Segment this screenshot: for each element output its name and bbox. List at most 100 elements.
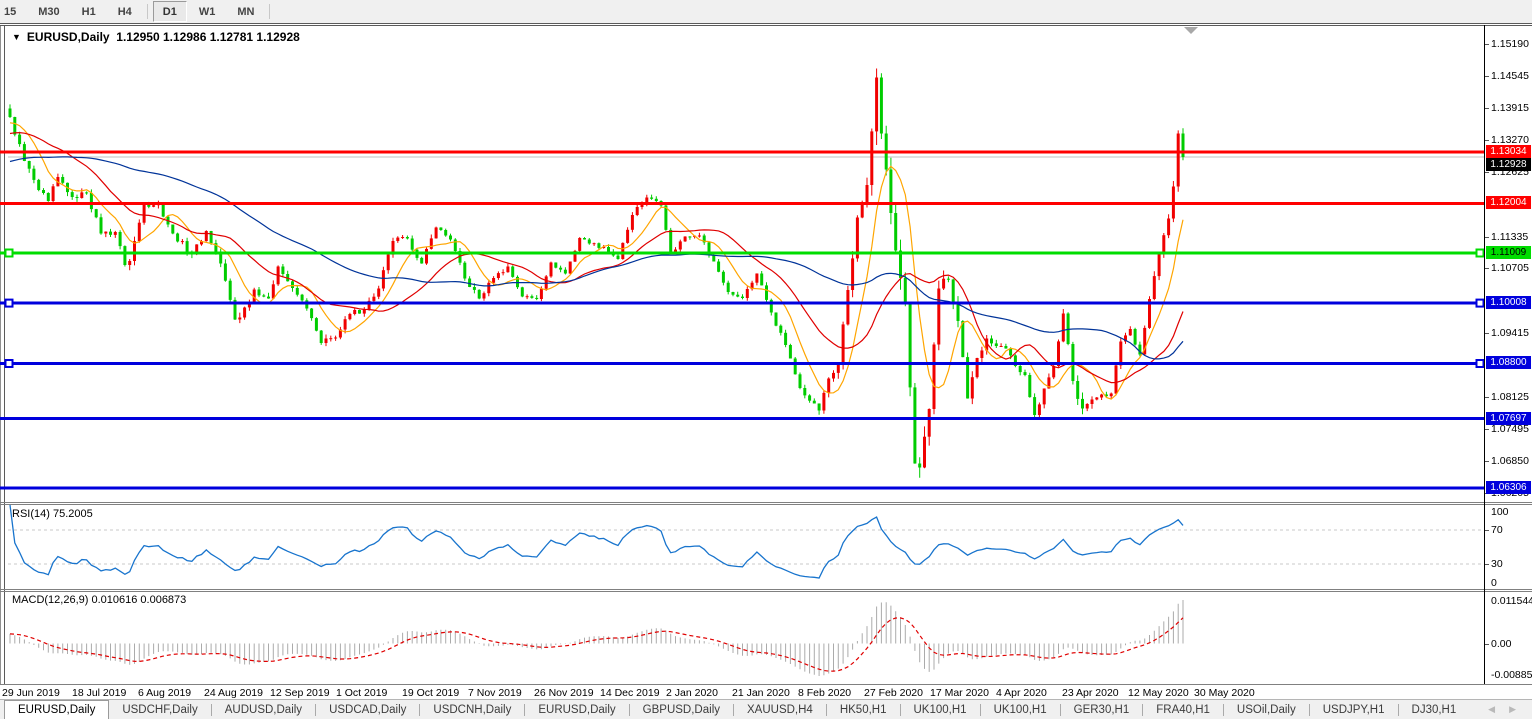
- hline-handle[interactable]: [1475, 359, 1485, 368]
- timeframe-button-d1[interactable]: D1: [152, 1, 187, 22]
- chart-tab-usdjpy-h1[interactable]: USDJPY,H1: [1322, 703, 1385, 716]
- x-axis-date-label: 29 Jun 2019: [2, 687, 60, 699]
- x-axis-date-label: 24 Aug 2019: [204, 687, 263, 699]
- x-axis-date-label: 1 Oct 2019: [336, 687, 388, 699]
- price-tick-label: 1.14545: [1491, 70, 1529, 82]
- x-axis-date-label: 4 Apr 2020: [996, 687, 1047, 699]
- chart-tab-xauusd-h4[interactable]: XAUUSD,H4: [747, 703, 813, 716]
- chart-tab-fra40-h1[interactable]: FRA40,H1: [1156, 703, 1210, 716]
- tab-separator: [628, 703, 630, 716]
- tab-separator: [825, 703, 827, 716]
- toolbar-separator: [269, 4, 271, 19]
- tab-separator: [1059, 703, 1061, 716]
- tab-separator: [1397, 703, 1399, 716]
- x-axis-date-label: 7 Nov 2019: [468, 687, 522, 699]
- x-axis-date-label: 18 Jul 2019: [72, 687, 127, 699]
- price-level-badge: 1.11009: [1486, 246, 1531, 259]
- x-axis-date-label: 17 Mar 2020: [930, 687, 989, 699]
- chart-tab-gbpusd-daily[interactable]: GBPUSD,Daily: [642, 703, 720, 716]
- chart-tab-eurusd-daily[interactable]: EURUSD,Daily: [538, 703, 616, 716]
- price-level-badge: 1.12004: [1486, 196, 1531, 209]
- chart-tab-dj30-h1[interactable]: DJ30,H1: [1411, 703, 1457, 716]
- price-tick-mark: [1485, 461, 1489, 462]
- ma-fast-line: [9, 122, 1184, 400]
- macd-signal-line: [9, 617, 1184, 672]
- chart-title: ▼ EURUSD,Daily 1.12950 1.12986 1.12781 1.…: [12, 30, 300, 44]
- rsi-line: [9, 505, 1184, 579]
- tab-separator: [979, 703, 981, 716]
- price-tick-label: 1.08125: [1491, 391, 1529, 403]
- hline-handle[interactable]: [4, 359, 14, 368]
- price-tick-label: 1.09415: [1491, 327, 1529, 339]
- price-tick-label: 1.06850: [1491, 455, 1529, 467]
- toolbar-separator: [146, 4, 148, 19]
- ohlc-dropdown-icon[interactable]: ▼: [12, 32, 21, 42]
- chart-tab-eurusd-daily[interactable]: EURUSD,Daily: [4, 700, 110, 719]
- timeframe-button-h1[interactable]: H1: [81, 5, 96, 18]
- rsi-tick-label: 70: [1491, 524, 1503, 536]
- tab-scroll-left-icon[interactable]: ◀: [1488, 704, 1496, 714]
- timeframe-button-mn[interactable]: MN: [237, 5, 255, 18]
- rsi-label: RSI(14) 75.2005: [12, 508, 93, 520]
- chart-tab-usdchf-daily[interactable]: USDCHF,Daily: [122, 703, 198, 716]
- chart-window: ▼ EURUSD,Daily 1.12950 1.12986 1.12781 1.…: [0, 23, 1532, 700]
- x-axis-date-label: 12 Sep 2019: [270, 687, 330, 699]
- macd-tick-mark: [1485, 644, 1489, 645]
- tab-separator: [315, 703, 317, 716]
- chart-symbol: EURUSD,Daily: [26, 30, 110, 44]
- price-tick-mark: [1485, 333, 1489, 334]
- price-tick-label: 1.13270: [1491, 134, 1529, 146]
- tab-separator: [1142, 703, 1144, 716]
- timeframe-toolbar: 15 M30 H1 H4 D1 W1 MN: [0, 0, 1532, 23]
- hline-handle[interactable]: [1475, 248, 1485, 258]
- hline-1.088[interactable]: [0, 359, 1485, 368]
- tab-separator: [899, 703, 901, 716]
- hline-handle[interactable]: [4, 298, 14, 308]
- timeframe-button-m30[interactable]: M30: [38, 5, 60, 18]
- hline-handle[interactable]: [1475, 298, 1485, 308]
- chart-tab-ger30-h1[interactable]: GER30,H1: [1073, 703, 1130, 716]
- chart-tab-uk100-h1[interactable]: UK100,H1: [913, 703, 967, 716]
- x-axis-date-label: 2 Jan 2020: [666, 687, 718, 699]
- rsi-tick-label: 0: [1491, 577, 1497, 589]
- macd-label: MACD(12,26,9) 0.010616 0.006873: [12, 594, 187, 606]
- rsi-tick-mark: [1485, 530, 1489, 531]
- price-level-badge: 1.07697: [1486, 412, 1531, 425]
- timeframe-button-h4[interactable]: H4: [117, 5, 132, 18]
- macd-pane[interactable]: [9, 600, 1184, 676]
- bull-candle-bodies: [51, 77, 1180, 468]
- x-axis-date-label: 12 May 2020: [1128, 687, 1189, 699]
- hline-1.11009[interactable]: [0, 248, 1485, 258]
- current-price-badge: 1.12928: [1486, 158, 1531, 171]
- main-chart-canvas[interactable]: [0, 24, 1532, 700]
- tab-separator: [210, 703, 212, 716]
- price-level-badge: 1.13034: [1486, 145, 1531, 158]
- ma-slow-line: [9, 156, 1184, 360]
- chart-tab-hk50-h1[interactable]: HK50,H1: [839, 703, 887, 716]
- chart-tab-usoil-daily[interactable]: USOil,Daily: [1236, 703, 1296, 716]
- price-tick-label: 1.13915: [1491, 102, 1529, 114]
- price-tick-mark: [1485, 108, 1489, 109]
- x-axis-date-label: 30 May 2020: [1194, 687, 1255, 699]
- x-axis-date-label: 6 Aug 2019: [138, 687, 192, 699]
- hline-handle[interactable]: [4, 248, 14, 258]
- chart-tab-usdcnh-daily[interactable]: USDCNH,Daily: [433, 703, 512, 716]
- timeframe-button-15[interactable]: 15: [4, 5, 17, 18]
- chart-tab-bar: EURUSD,Daily USDCHF,Daily AUDUSD,Daily USDC…: [0, 699, 1532, 719]
- hline-1.10008[interactable]: [0, 298, 1485, 308]
- chart-tab-audusd-daily[interactable]: AUDUSD,Daily: [224, 703, 303, 716]
- chart-tab-uk100-h1[interactable]: UK100,H1: [993, 703, 1047, 716]
- x-axis-date-label: 27 Feb 2020: [864, 687, 923, 699]
- main-pane[interactable]: [8, 68, 1484, 478]
- timeframe-button-w1[interactable]: W1: [198, 5, 216, 18]
- x-axis-date-label: 14 Dec 2019: [600, 687, 660, 699]
- rsi-pane[interactable]: [8, 505, 1484, 579]
- chart-shift-marker-icon[interactable]: [1184, 27, 1198, 34]
- price-tick-mark: [1485, 429, 1489, 430]
- tab-scroll-right-icon[interactable]: ▶: [1509, 704, 1516, 714]
- x-axis-date-label: 19 Oct 2019: [402, 687, 460, 699]
- chart-tab-usdcad-daily[interactable]: USDCAD,Daily: [329, 703, 407, 716]
- price-tick-mark: [1485, 237, 1489, 238]
- x-axis-date-label: 8 Feb 2020: [798, 687, 852, 699]
- macd-tick-label: 0.011544: [1491, 595, 1532, 607]
